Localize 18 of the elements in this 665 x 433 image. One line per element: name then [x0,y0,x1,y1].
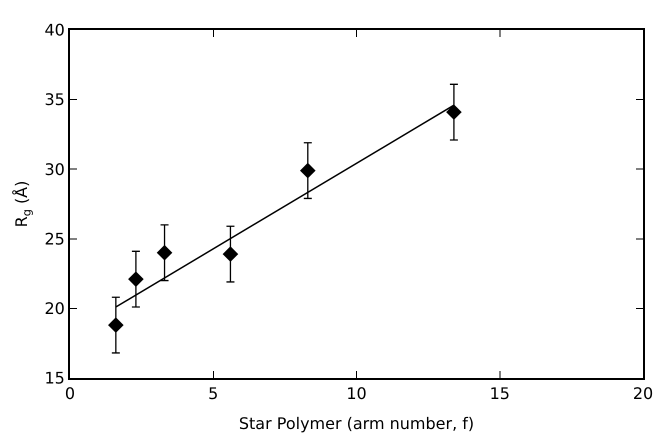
x-tick-label: 20 [632,384,654,404]
y-tick-label: 20 [44,299,65,318]
point [222,246,238,262]
point [156,244,172,261]
point [108,317,124,333]
y-tick-label: 25 [44,229,65,248]
x-tick-label: 15 [490,384,510,404]
point [446,104,462,120]
point [300,162,316,178]
y-tick-label: 40 [44,20,65,40]
y-tick-label: 35 [44,90,65,110]
x-tick-label: 0 [64,384,76,404]
x-tick-label: 10 [346,384,367,404]
point [128,271,144,287]
x-tick-label: 5 [208,384,218,404]
y-tick-label: 30 [44,160,65,179]
x-axis-title: Star Polymer (arm number, f) [238,414,474,433]
y-tick-label: 15 [44,368,65,388]
